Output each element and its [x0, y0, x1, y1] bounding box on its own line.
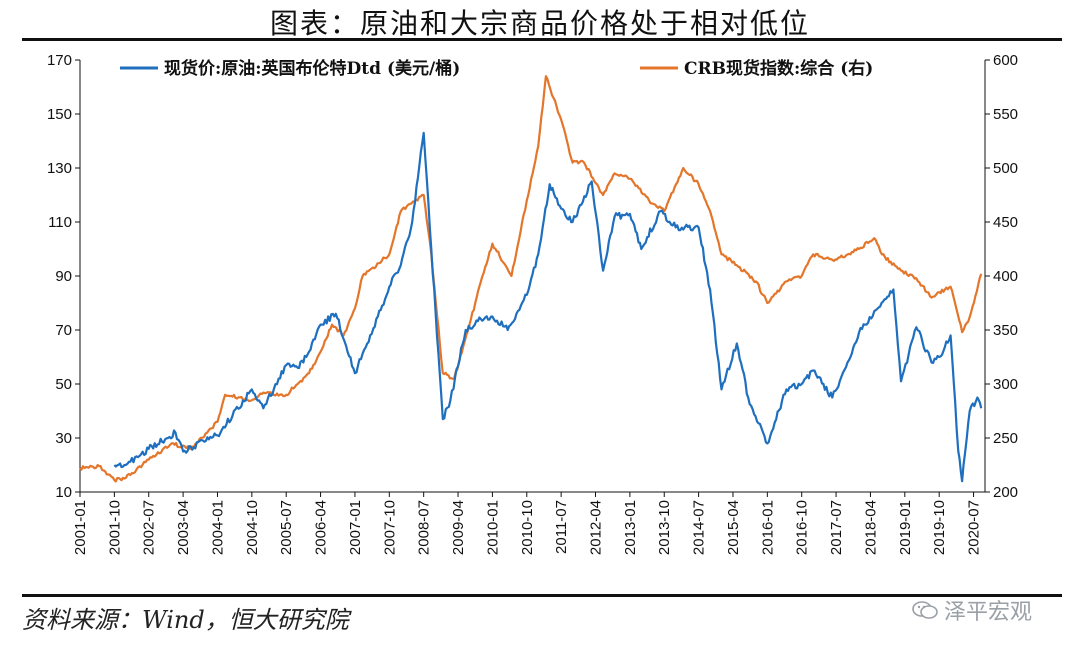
source-note: 资料来源：Wind，恒大研究院 — [22, 606, 349, 634]
right-tick-label: 300 — [993, 376, 1018, 393]
bottom-rule — [22, 594, 1062, 597]
right-tick-label: 600 — [993, 52, 1018, 69]
left-tick-label: 50 — [55, 376, 72, 393]
right-tick-label: 500 — [993, 160, 1018, 177]
x-tick-label: 2014-07 — [691, 500, 708, 555]
right-tick-label: 450 — [993, 214, 1018, 231]
chart-legend: 现货价:原油:英国布伦特Dtd (美元/桶) CRB现货指数:综合 (右) — [120, 58, 873, 79]
x-tick-label: 2020-07 — [966, 500, 983, 555]
x-tick-label: 2019-01 — [897, 500, 914, 555]
left-tick-label: 90 — [55, 268, 72, 285]
right-tick-label: 550 — [993, 106, 1018, 123]
left-tick-label: 30 — [55, 430, 72, 447]
x-tick-label: 2016-10 — [794, 500, 811, 555]
chart-axes: 10 30 50 70 90 110 130 150 170 200 250 300 350 400 450… — [47, 52, 1018, 555]
left-tick-label: 170 — [47, 52, 72, 69]
x-tick-label: 2005-07 — [278, 500, 295, 555]
watermark: 泽平宏观 — [912, 594, 1032, 626]
x-tick-label: 2011-07 — [553, 500, 570, 554]
x-tick-label: 2008-07 — [416, 500, 433, 555]
legend-label-crb: CRB现货指数:综合 (右) — [684, 58, 873, 79]
right-tick-label: 350 — [993, 322, 1018, 339]
x-tick-label: 2003-04 — [175, 500, 192, 555]
x-tick-label: 2004-10 — [244, 500, 261, 555]
x-tick-label: 2001-10 — [106, 500, 123, 555]
x-tick-label: 2007-01 — [347, 500, 364, 555]
legend-label-brent: 现货价:原油:英国布伦特Dtd (美元/桶) — [164, 58, 460, 79]
right-tick-label: 200 — [993, 484, 1018, 501]
left-tick-label: 150 — [47, 106, 72, 123]
x-tick-label: 2017-07 — [828, 500, 845, 555]
left-tick-label: 130 — [47, 160, 72, 177]
x-tick-label: 2004-01 — [209, 500, 226, 555]
chart-title: 图表：原油和大宗商品价格处于相对低位 — [269, 7, 810, 40]
left-tick-label: 70 — [55, 322, 72, 339]
crb-index-line — [79, 75, 983, 483]
x-tick-label: 2002-07 — [141, 500, 158, 555]
right-tick-label: 250 — [993, 430, 1018, 447]
x-tick-label: 2012-04 — [588, 500, 605, 555]
wechat-icon — [912, 601, 938, 619]
left-tick-label: 110 — [48, 214, 72, 231]
brent-oil-line — [113, 131, 983, 483]
left-tick-label: 10 — [55, 484, 72, 501]
chart-series — [79, 75, 983, 483]
x-tick-label: 2018-04 — [862, 500, 879, 555]
x-tick-label: 2013-10 — [656, 500, 673, 555]
right-tick-label: 400 — [993, 268, 1018, 285]
x-tick-label: 2015-04 — [725, 500, 742, 555]
x-tick-label: 2007-10 — [381, 500, 398, 555]
x-tick-label: 2010-01 — [484, 500, 501, 555]
x-tick-label: 2009-04 — [450, 500, 467, 555]
x-tick-label: 2010-10 — [519, 500, 536, 555]
top-rule — [22, 38, 1062, 41]
x-tick-label: 2006-04 — [313, 500, 330, 555]
x-tick-label: 2019-10 — [931, 500, 948, 555]
x-tick-label: 2016-01 — [759, 500, 776, 555]
x-tick-label: 2013-01 — [622, 500, 639, 555]
x-tick-label: 2001-01 — [72, 500, 89, 555]
watermark-text: 泽平宏观 — [944, 600, 1033, 625]
line-chart: 10 30 50 70 90 110 130 150 170 200 250 300 350 400 450… — [47, 52, 1018, 555]
